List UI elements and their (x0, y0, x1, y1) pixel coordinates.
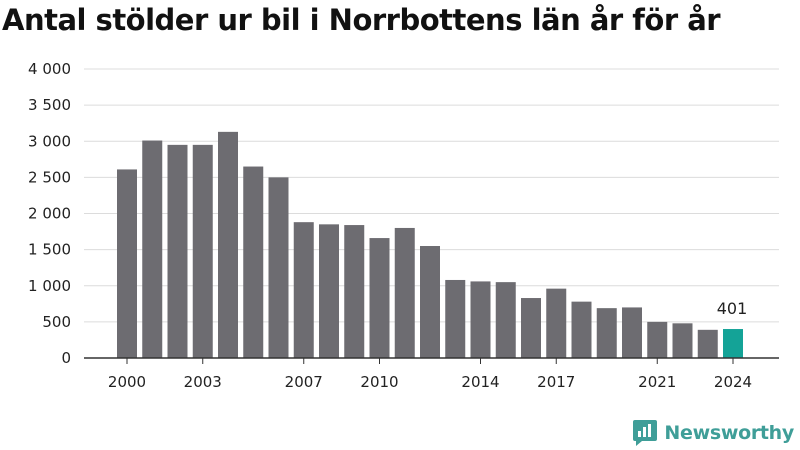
bar (546, 288, 567, 358)
bar (369, 238, 390, 358)
data-label-highlight: 401 (717, 299, 748, 318)
labels: 0 500 1 000 1 500 2 000 2 500 3 000 3 500 4 000 2… (28, 60, 752, 391)
bar (192, 144, 213, 358)
bar (571, 301, 592, 358)
x-tick-label: 2010 (360, 373, 398, 391)
chart-title: Antal stölder ur bil i Norrbottens län å… (2, 3, 721, 37)
bar (470, 281, 491, 358)
bar (495, 282, 516, 358)
y-tick-label: 4 000 (28, 60, 71, 78)
x-tick-label: 2000 (108, 373, 146, 391)
bar (293, 222, 314, 358)
y-tick-label: 3 500 (28, 96, 71, 114)
brand-logo: Newsworthy (632, 419, 794, 447)
newsworthy-logo-icon (633, 420, 658, 446)
y-tick-label: 500 (42, 313, 71, 331)
bar (268, 177, 289, 358)
bar (243, 166, 264, 358)
bar (420, 246, 440, 358)
x-tick-label: 2017 (537, 373, 575, 391)
bar (647, 321, 668, 358)
x-tick-label: 2021 (638, 373, 676, 391)
bar (344, 225, 365, 358)
bars (117, 131, 743, 358)
bar (672, 323, 693, 358)
bar (394, 227, 415, 358)
x-tick-label: 2024 (714, 373, 752, 391)
y-tick-label: 2 000 (28, 205, 71, 223)
y-tick-label: 0 (61, 349, 71, 367)
x-tick-label: 2003 (184, 373, 222, 391)
bar (167, 144, 188, 358)
bar (319, 224, 339, 358)
bar (445, 279, 466, 358)
bar (142, 140, 163, 358)
bar (622, 307, 642, 358)
brand-name: Newsworthy (664, 422, 794, 444)
y-tick-label: 2 500 (28, 168, 71, 186)
bar (596, 308, 617, 358)
y-tick-label: 3 000 (28, 132, 71, 150)
bar (117, 169, 137, 358)
y-tick-label: 1 500 (28, 241, 71, 259)
bar-highlighted (723, 329, 743, 358)
bar (218, 131, 238, 358)
axes (84, 357, 779, 364)
y-tick-label: 1 000 (28, 277, 71, 295)
bar (521, 298, 541, 358)
x-tick-label: 2007 (285, 373, 323, 391)
x-tick-label: 2014 (461, 373, 499, 391)
bar (697, 329, 718, 358)
